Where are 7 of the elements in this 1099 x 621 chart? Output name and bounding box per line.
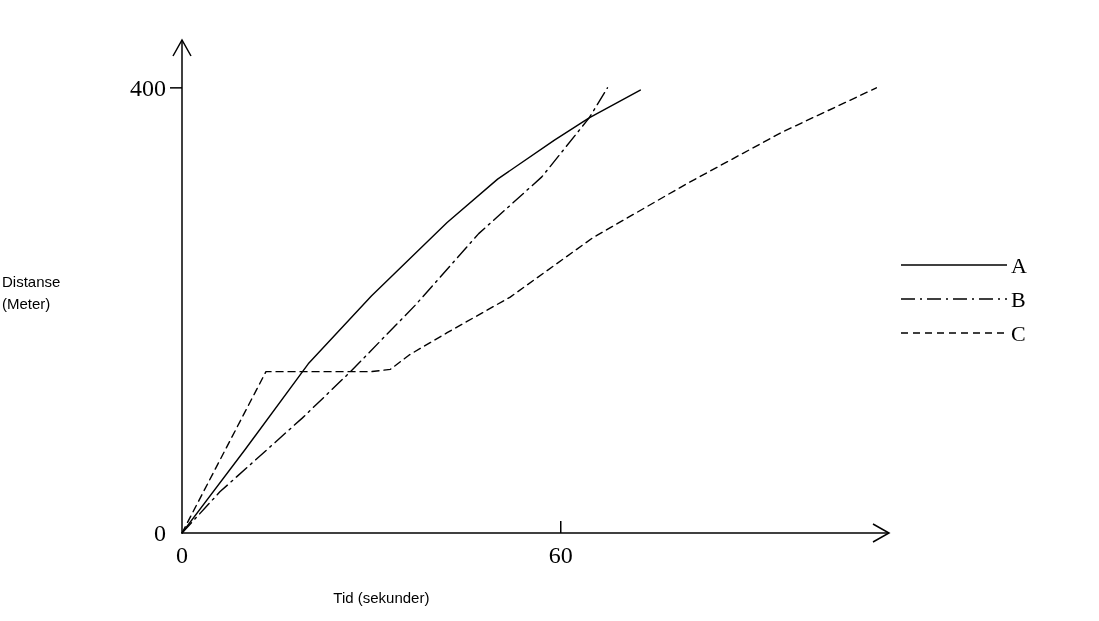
- x-axis-title: Tid (sekunder): [333, 589, 430, 606]
- x-tick-label: 60: [548, 542, 573, 568]
- legend-label: C: [1011, 321, 1026, 346]
- y-axis-title: Distanse (Meter): [2, 272, 61, 312]
- y-tick-label: 400: [130, 74, 166, 101]
- legend-label: B: [1011, 287, 1026, 312]
- legend-label: A: [1011, 253, 1027, 278]
